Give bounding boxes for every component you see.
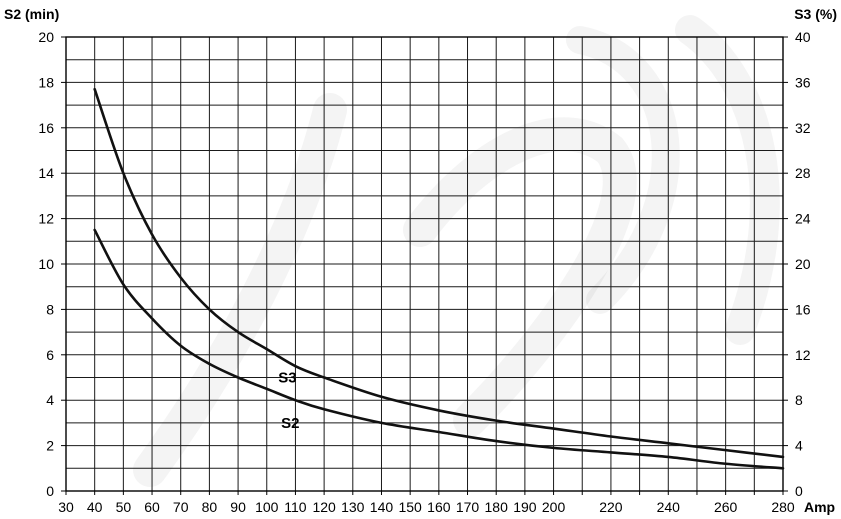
x-tick-label: 90 — [230, 499, 246, 515]
right-y-tick-label: 20 — [795, 256, 811, 272]
x-tick-label: 130 — [341, 499, 365, 515]
left-y-tick-label: 4 — [46, 392, 54, 408]
right-y-tick-label: 36 — [795, 74, 811, 90]
right-y-axis-title: S3 (%) — [794, 6, 837, 22]
x-tick-label: 160 — [427, 499, 451, 515]
x-tick-label: 260 — [714, 499, 738, 515]
series-labels: S3 S2 — [278, 370, 299, 432]
x-tick-label: 30 — [58, 499, 74, 515]
x-axis-title: Amp — [804, 499, 835, 515]
left-y-tick-label: 12 — [38, 211, 54, 227]
left-y-tick-label: 10 — [38, 256, 54, 272]
x-tick-label: 100 — [255, 499, 279, 515]
x-axis-tick-labels: 30 40 50 60 70 80 90 100 110 120 130 140 150 160 170 18… — [58, 499, 795, 515]
left-y-tick-label: 2 — [46, 438, 54, 454]
x-tick-label: 220 — [599, 499, 623, 515]
x-tick-label: 240 — [657, 499, 681, 515]
right-y-tick-label: 40 — [795, 29, 811, 45]
left-y-tick-label: 20 — [38, 29, 54, 45]
x-tick-label: 110 — [284, 499, 307, 515]
left-y-tick-label: 18 — [38, 74, 54, 90]
x-tick-label: 150 — [398, 499, 422, 515]
left-y-tick-label: 0 — [46, 483, 54, 499]
grid — [65, 36, 784, 492]
x-tick-label: 190 — [513, 499, 537, 515]
x-tick-label: 180 — [485, 499, 509, 515]
series-lines — [93, 87, 785, 470]
right-y-tick-label: 16 — [795, 301, 811, 317]
series-line-s2 — [93, 228, 785, 470]
left-y-axis-title: S2 (min) — [4, 6, 59, 22]
right-y-tick-label: 12 — [795, 347, 811, 363]
x-tick-label: 70 — [173, 499, 189, 515]
left-y-tick-label: 6 — [46, 347, 54, 363]
series-line-s3 — [93, 87, 785, 459]
x-tick-label: 280 — [771, 499, 795, 515]
x-tick-label: 120 — [312, 499, 336, 515]
right-y-tick-label: 8 — [795, 392, 803, 408]
background-watermark — [133, 15, 780, 487]
x-tick-label: 40 — [87, 499, 103, 515]
x-tick-label: 200 — [542, 499, 566, 515]
left-y-axis-tick-labels: 0 2 4 6 8 10 12 14 16 18 20 — [38, 29, 54, 499]
left-y-tick-label: 8 — [46, 301, 54, 317]
series-label-s2: S2 — [281, 415, 299, 432]
axis-ticks — [61, 36, 788, 495]
right-y-axis-tick-labels: 0 4 8 12 16 20 24 28 32 36 40 — [795, 29, 811, 499]
x-tick-label: 50 — [116, 499, 132, 515]
x-tick-label: 80 — [202, 499, 218, 515]
right-y-tick-label: 28 — [795, 165, 811, 181]
left-y-tick-label: 14 — [38, 165, 54, 181]
right-y-tick-label: 0 — [795, 483, 803, 499]
series-label-s3: S3 — [278, 370, 296, 387]
left-y-tick-label: 16 — [38, 120, 54, 136]
right-y-tick-label: 24 — [795, 211, 811, 227]
right-y-tick-label: 32 — [795, 120, 811, 136]
right-y-tick-label: 4 — [795, 438, 803, 454]
x-tick-label: 60 — [144, 499, 160, 515]
x-tick-label: 170 — [456, 499, 480, 515]
x-tick-label: 140 — [370, 499, 394, 515]
